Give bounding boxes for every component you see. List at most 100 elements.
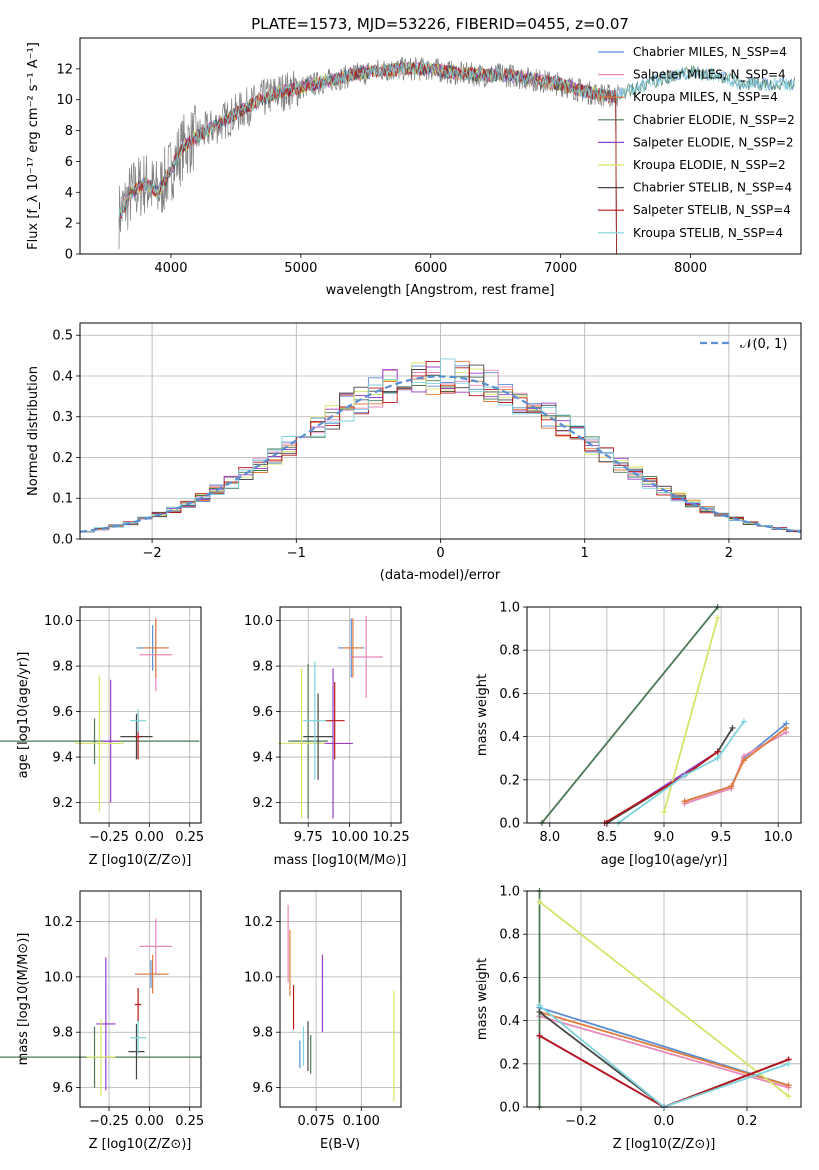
x-tick-label: 4000 [154, 261, 187, 276]
y-tick-label: 9.6 [252, 1081, 273, 1096]
weight-series-line [684, 727, 787, 803]
y-tick-label: 4 [65, 186, 73, 201]
wAge-xlabel: age [log10(age/yr)] [601, 853, 728, 868]
data-point [0, 718, 200, 764]
data-point [75, 675, 124, 812]
y-tick-label: 10.0 [44, 970, 73, 985]
x-tick-label: 0.00 [135, 1114, 164, 1129]
weight-marker [536, 1008, 543, 1015]
normal-curve [79, 375, 802, 533]
weight-marker [785, 1093, 792, 1100]
weight-series-line [617, 720, 745, 824]
figure-title: PLATE=1573, MJD=53226, FIBERID=0455, z=0… [251, 15, 629, 33]
residuals-panel: −2 −1 0 1 2 0.0 0.1 0.2 0.3 0.4 0.5 𝒩(0, 1) (data-m… [26, 322, 802, 583]
y-tick-label: 0.2 [52, 451, 73, 466]
x-tick-label: −1 [287, 546, 306, 561]
wZ-ylabel: mass weight [475, 958, 490, 1040]
y-tick-label: 0.3 [52, 410, 73, 425]
x-tick-label: 0.100 [343, 1114, 380, 1129]
mass-vs-ebv-panel: 0.075 0.100 9.6 9.8 10.0 10.2 E(B-V) [244, 890, 402, 1152]
y-tick-label: 0.0 [499, 817, 520, 832]
y-tick-label: 0.0 [52, 533, 73, 548]
y-tick-label: 2 [65, 217, 73, 232]
legend-label: Chabrier MILES, N_SSP=4 [633, 45, 787, 59]
x-tick-label: 1 [581, 546, 589, 561]
data-point [128, 1023, 145, 1080]
weight-series-line [663, 617, 719, 813]
x-tick-label: −0.2 [565, 1114, 597, 1129]
mass-vs-Z-panel: −0.25 0.00 0.25 9.6 9.8 10.0 10.2 Z [log10(Z/Z… [0, 890, 204, 1152]
weight-marker [536, 1002, 543, 1009]
y-tick-label: 1.0 [499, 885, 520, 900]
y-tick-label: 0.2 [499, 1057, 520, 1072]
legend-label: Salpeter ELODIE, N_SSP=2 [633, 135, 794, 149]
spectrum-ylabel: Flux [f_λ 10⁻¹⁷ erg cm⁻² s⁻¹ A⁻¹] [26, 42, 41, 250]
x-tick-label: 9.5 [711, 830, 732, 845]
y-tick-label: 10 [56, 93, 73, 108]
legend-label: Kroupa STELIB, N_SSP=4 [633, 226, 783, 240]
x-tick-label: 0.25 [175, 830, 204, 845]
data-point [134, 987, 142, 1022]
weight-series-line [539, 1011, 789, 1087]
weight-marker [729, 724, 736, 731]
age-vs-mass-panel: 9.75 10.00 10.25 9.2 9.4 9.6 9.8 10.0 mass [log… [244, 606, 410, 868]
weight-marker [728, 783, 735, 790]
legend-label: Kroupa ELODIE, N_SSP=2 [633, 158, 786, 172]
data-point [349, 616, 383, 698]
x-tick-label: −2 [143, 546, 162, 561]
data-point [86, 1018, 116, 1096]
y-tick-label: 0.0 [499, 1101, 520, 1116]
x-tick-label: 10.25 [372, 830, 409, 845]
weight-vs-age-panel: 8.0 8.5 9.0 9.5 10.0 0.0 0.2 0.4 0.6 0.8 1.0 age [… [475, 601, 802, 868]
ageZ-ylabel: age [log10(age/yr)] [16, 652, 31, 779]
x-tick-label: 6000 [414, 261, 447, 276]
data-point [303, 661, 327, 780]
x-tick-label: 0.00 [135, 830, 164, 845]
x-tick-label: −0.25 [89, 830, 129, 845]
massE-xlabel: E(B-V) [320, 1137, 360, 1152]
weight-marker [536, 1032, 543, 1039]
residuals-ylabel: Normed distribution [26, 366, 41, 496]
y-tick-label: 0.4 [499, 1014, 520, 1029]
y-tick-label: 9.8 [52, 660, 73, 675]
y-tick-label: 10.0 [44, 614, 73, 629]
spectrum-model-line [118, 62, 795, 223]
weight-marker [681, 772, 688, 779]
x-tick-label: 8.5 [597, 830, 618, 845]
y-tick-label: 0.4 [499, 730, 520, 745]
y-tick-label: 9.2 [52, 796, 73, 811]
weight-marker [740, 757, 747, 764]
wAge-ylabel: mass weight [475, 674, 490, 756]
x-tick-label: 0.075 [298, 1114, 335, 1129]
y-tick-label: 10.2 [244, 915, 273, 930]
weight-marker [714, 748, 721, 755]
y-tick-label: 9.6 [52, 1081, 73, 1096]
y-tick-label: 0.8 [499, 928, 520, 943]
y-tick-label: 0.8 [499, 644, 520, 659]
weight-vs-Z-panel: −0.2 0.0 0.2 0.0 0.2 0.4 0.6 0.8 1.0 Z [log10(Z/… [475, 885, 802, 1152]
x-tick-label: 9.0 [654, 830, 675, 845]
data-point [303, 693, 334, 780]
spectrum-legend: Chabrier MILES, N_SSP=4 Salpeter MILES, N… [598, 45, 795, 240]
y-tick-label: 10.0 [244, 970, 273, 985]
y-tick-label: 9.4 [52, 751, 73, 766]
spectrum-xlabel: wavelength [Angstrom, rest frame] [326, 283, 555, 298]
y-tick-label: 9.2 [252, 796, 273, 811]
x-tick-label: 0.0 [654, 1114, 675, 1129]
residuals-xlabel: (data-model)/error [380, 568, 501, 583]
weight-series-line [538, 901, 790, 1097]
wZ-xlabel: Z [log10(Z/Z⊙)] [613, 1137, 716, 1152]
x-tick-label: 0 [436, 546, 444, 561]
massZ-xlabel: Z [log10(Z/Z⊙)] [89, 1137, 192, 1152]
y-tick-label: 0 [65, 248, 73, 263]
weight-marker [714, 614, 721, 621]
data-point [130, 1021, 147, 1055]
weight-marker [783, 724, 790, 731]
data-point [342, 618, 363, 678]
weight-marker [785, 1060, 792, 1067]
x-tick-label: 8.0 [539, 830, 560, 845]
y-tick-label: 9.8 [252, 1026, 273, 1041]
y-tick-label: 9.8 [52, 1026, 73, 1041]
weight-marker [681, 798, 688, 805]
